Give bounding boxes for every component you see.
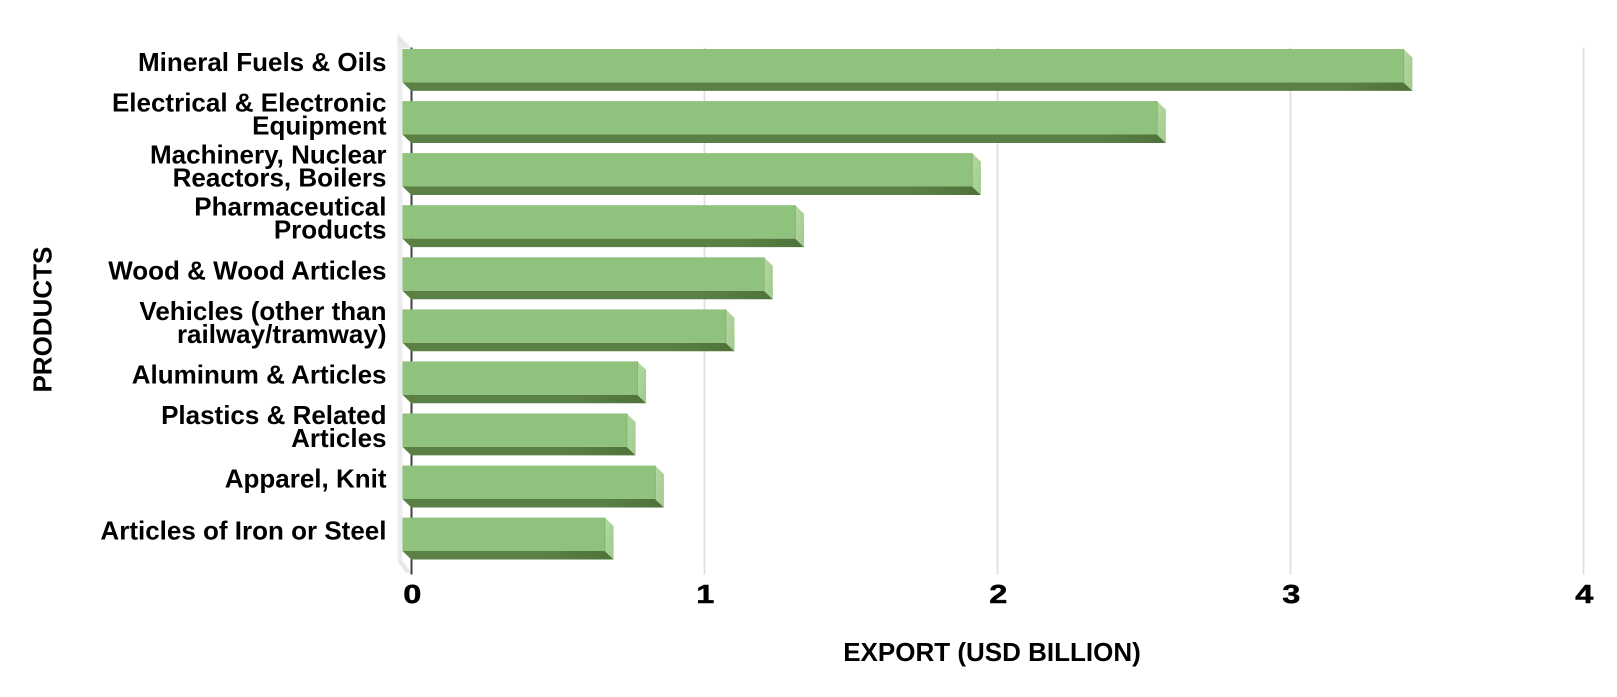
svg-text:Electrical & Electronic: Electrical & Electronic	[112, 88, 387, 118]
svg-text:Pharmaceutical: Pharmaceutical	[194, 192, 386, 222]
svg-text:railway/tramway): railway/tramway)	[177, 319, 387, 349]
svg-text:Aluminum & Articles: Aluminum & Articles	[132, 359, 387, 389]
svg-text:PRODUCTS: PRODUCTS	[28, 247, 58, 393]
svg-text:Reactors, Boilers: Reactors, Boilers	[173, 163, 387, 193]
svg-text:0: 0	[403, 580, 421, 609]
svg-text:1: 1	[696, 580, 714, 609]
svg-text:Articles of Iron or Steel: Articles of Iron or Steel	[100, 516, 386, 546]
svg-text:Plastics & Related: Plastics & Related	[161, 400, 386, 430]
svg-text:2: 2	[989, 580, 1007, 609]
svg-text:Apparel, Knit: Apparel, Knit	[225, 464, 387, 494]
svg-text:Wood & Wood Articles: Wood & Wood Articles	[108, 255, 386, 285]
svg-text:Vehicles (other than: Vehicles (other than	[139, 296, 386, 326]
svg-text:4: 4	[1575, 580, 1594, 609]
svg-text:Mineral Fuels & Oils: Mineral Fuels & Oils	[138, 47, 387, 77]
svg-text:Machinery, Nuclear: Machinery, Nuclear	[150, 140, 387, 170]
svg-text:EXPORT (USD BILLION): EXPORT (USD BILLION)	[843, 637, 1141, 667]
svg-text:Articles: Articles	[291, 423, 386, 453]
svg-text:Equipment: Equipment	[252, 111, 387, 141]
svg-text:3: 3	[1282, 580, 1300, 609]
svg-text:Products: Products	[274, 215, 387, 245]
